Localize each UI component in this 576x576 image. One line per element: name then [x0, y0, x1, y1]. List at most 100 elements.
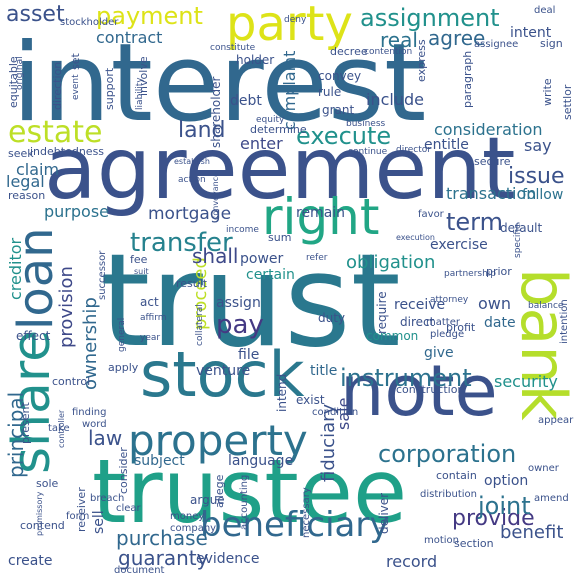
word-party: party — [226, 0, 353, 52]
word-contention: contention — [364, 47, 413, 57]
word-give: give — [424, 345, 454, 361]
word-suit: suit — [134, 267, 149, 276]
word-seek: seek — [8, 147, 34, 160]
word-act: act — [140, 295, 159, 309]
word-complaint: complaint — [280, 50, 299, 130]
word-interest: interest — [12, 21, 427, 146]
word-claim: claim — [16, 160, 60, 179]
word-own: own — [478, 294, 512, 313]
word-exist: exist — [296, 393, 325, 407]
word-express: express — [415, 39, 428, 82]
word-certain: certain — [246, 267, 295, 283]
word-direction: direction — [51, 61, 64, 110]
word-power: power — [240, 251, 284, 267]
word-indebtedness: indebtedness — [30, 145, 105, 158]
word-option: option — [484, 473, 529, 489]
word-write: write — [541, 78, 554, 106]
word-assignment: assignment — [360, 4, 500, 32]
word-finding: finding — [72, 407, 107, 418]
word-control: control — [52, 375, 91, 388]
word-controller: controller — [57, 409, 66, 448]
word-clear: clear — [116, 503, 141, 514]
word-favor: favor — [418, 209, 444, 220]
word-specific: specific — [513, 223, 523, 258]
word-assign: assign — [216, 295, 261, 311]
word-evidence: evidence — [196, 551, 260, 567]
word-take: take — [48, 423, 70, 434]
word-motion: motion — [424, 535, 460, 546]
word-pledge: pledge — [430, 329, 465, 340]
word-establish: establish — [174, 157, 210, 166]
word-form: form — [66, 511, 90, 522]
word-sole: sole — [36, 477, 59, 490]
word-profit: profit — [446, 321, 476, 334]
word-continue: continue — [348, 147, 388, 157]
word-word: word — [82, 419, 107, 430]
word-original: original — [15, 56, 25, 90]
word-contend: contend — [20, 519, 65, 532]
word-result: result — [176, 277, 208, 290]
word-successor: successor — [97, 250, 108, 300]
word-duty: duty — [318, 311, 346, 325]
word-file: file — [238, 347, 260, 363]
word-income: income — [226, 225, 259, 235]
word-director: director — [396, 145, 431, 155]
word-remain: remain — [296, 205, 346, 221]
word-grant: grant — [322, 103, 355, 117]
word-law: law — [88, 426, 123, 450]
word-constitute: constitute — [210, 43, 256, 53]
word-execute: execute — [296, 122, 392, 150]
word-reason: reason — [8, 189, 46, 202]
word-require: require — [375, 291, 389, 334]
word-receiver: receiver — [75, 487, 88, 532]
word-intend: intend — [275, 373, 289, 412]
word-property: property — [128, 416, 308, 465]
word-section: section — [454, 537, 494, 550]
word-exercise: exercise — [430, 237, 488, 253]
word-mortgage: mortgage — [148, 204, 232, 224]
word-receive: receive — [394, 297, 446, 313]
word-create: create — [8, 553, 53, 569]
word-bank: bank — [507, 268, 576, 421]
word-title: title — [310, 363, 338, 379]
word-entitle: entitle — [424, 137, 469, 153]
word-deal: deal — [534, 5, 556, 16]
word-estate: estate — [8, 115, 103, 150]
word-venture: venture — [196, 363, 251, 379]
word-creditor: creditor — [6, 237, 25, 300]
word-subject: subject — [134, 453, 185, 469]
word-general: general — [117, 317, 127, 352]
word-guaranty: guaranty — [118, 546, 209, 570]
word-construction: construction — [396, 383, 465, 396]
word-consider: consider — [117, 447, 130, 494]
word-execution: execution — [396, 233, 435, 242]
word-owner: owner — [528, 463, 559, 474]
word-record: record — [386, 552, 438, 571]
word-deliver: deliver — [377, 492, 391, 534]
word-determine: determine — [250, 123, 307, 136]
word-equity: equity — [256, 115, 285, 125]
word-rule: rule — [318, 85, 342, 99]
word-say: say — [524, 136, 552, 155]
word-contract: contract — [96, 28, 163, 47]
word-balance: balance — [528, 301, 564, 311]
word-liability: liability — [135, 77, 145, 110]
word-partnership: partnership — [444, 269, 497, 279]
word-agree: agree — [428, 26, 486, 50]
word-payment: payment — [96, 2, 203, 30]
word-sell: sell — [91, 510, 107, 534]
word-stock: stock — [140, 338, 305, 411]
word-support: support — [103, 67, 116, 110]
word-settlor: settlor — [561, 84, 574, 120]
word-affirm: affirm — [140, 313, 167, 323]
word-refer: refer — [306, 253, 328, 263]
word-obligation: obligation — [346, 252, 436, 273]
word-convey: convey — [318, 69, 362, 83]
word-transaction: transaction — [446, 184, 537, 203]
word-promissory: promissory — [35, 491, 44, 536]
word-allege: allege — [213, 474, 226, 508]
word-pay: pay — [216, 310, 264, 340]
word-term: term — [446, 208, 503, 236]
word-money: money — [170, 511, 205, 522]
word-right: right — [262, 188, 380, 246]
